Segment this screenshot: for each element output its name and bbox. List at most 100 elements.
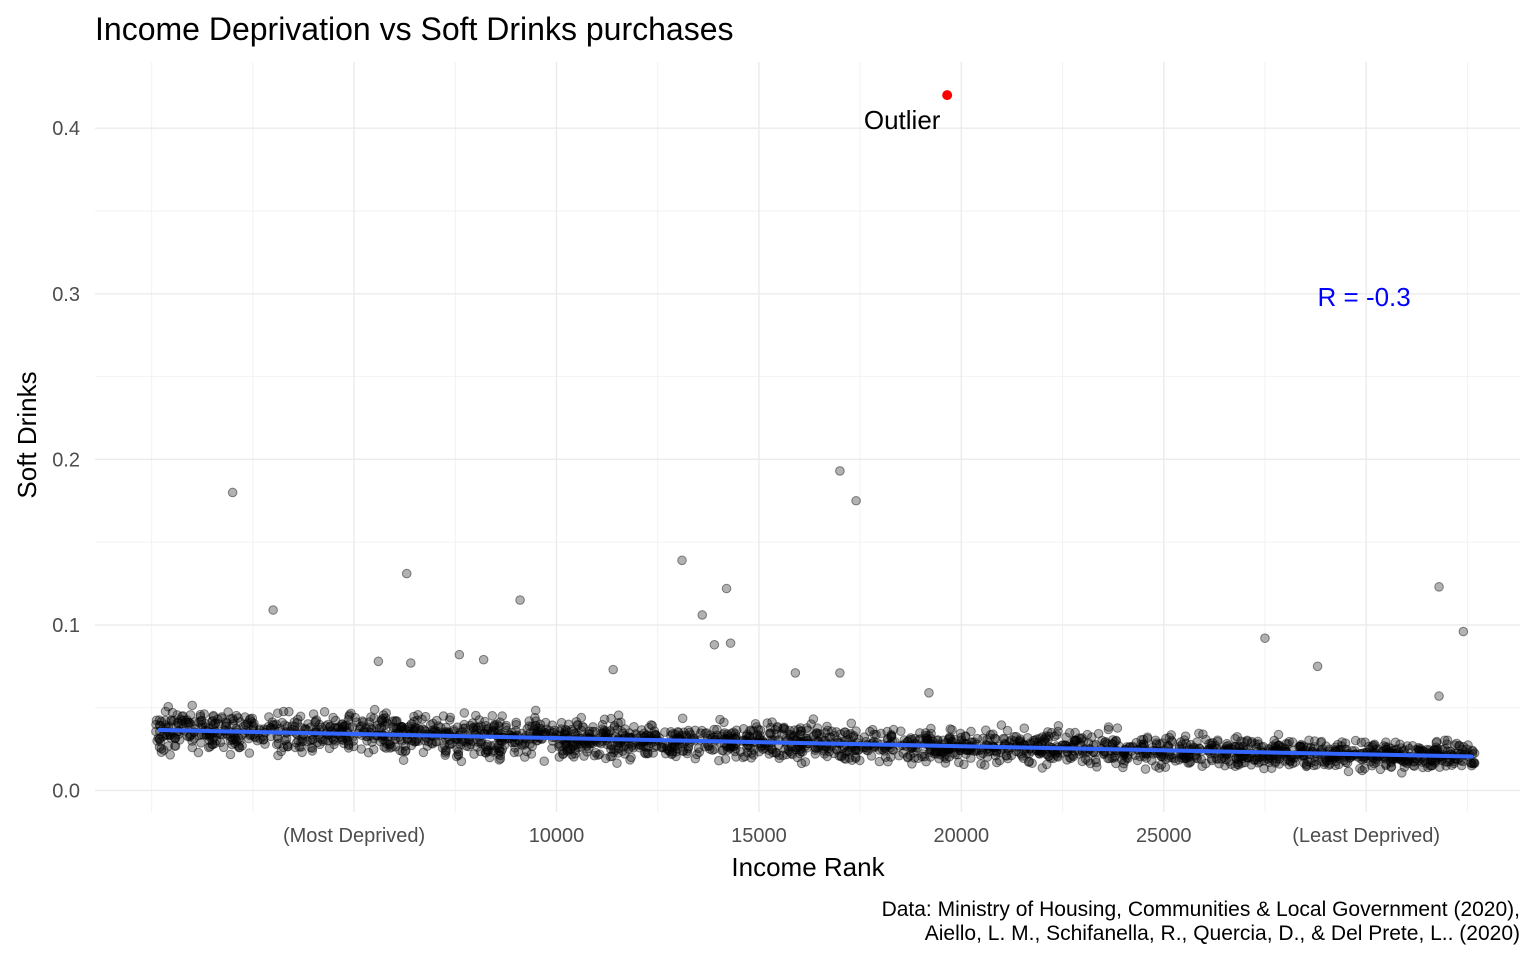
data-point	[398, 755, 409, 766]
data-point	[1294, 742, 1304, 752]
data-point	[1132, 755, 1143, 766]
data-point	[824, 746, 834, 757]
data-point	[1164, 732, 1175, 743]
data-point	[483, 745, 493, 755]
data-point	[1068, 751, 1079, 762]
y-tick-label: 0.1	[52, 615, 80, 637]
data-point	[1454, 741, 1464, 751]
data-point	[568, 740, 578, 751]
data-point	[886, 729, 897, 740]
data-point	[795, 729, 805, 740]
data-point	[494, 755, 504, 765]
data-point	[940, 758, 951, 768]
data-point	[1198, 729, 1208, 740]
data-point	[497, 744, 508, 755]
data-point	[448, 725, 459, 735]
data-point	[673, 727, 684, 738]
data-point	[755, 725, 766, 736]
data-point	[1381, 760, 1391, 771]
data-point	[172, 710, 182, 720]
data-point	[475, 746, 486, 757]
data-point	[355, 721, 366, 732]
data-point	[346, 708, 356, 719]
data-point	[1415, 743, 1426, 754]
data-point	[243, 733, 254, 744]
data-point	[319, 707, 330, 717]
data-point	[731, 725, 742, 736]
data-point	[1469, 758, 1480, 768]
data-point	[293, 735, 304, 746]
data-point	[1290, 757, 1300, 768]
data-point	[796, 758, 807, 769]
data-point	[644, 723, 654, 733]
data-point	[390, 716, 400, 726]
data-point	[410, 723, 421, 734]
data-point	[422, 741, 433, 751]
data-point	[620, 749, 630, 759]
data-point	[589, 750, 600, 761]
data-point	[1093, 728, 1104, 739]
data-point	[400, 746, 411, 757]
data-point	[1160, 762, 1171, 773]
data-point	[735, 747, 746, 757]
data-point	[1283, 739, 1293, 749]
data-point	[296, 742, 306, 752]
data-point	[520, 752, 530, 762]
data-point	[1301, 761, 1312, 772]
data-point	[1186, 739, 1196, 750]
data-point	[1150, 735, 1161, 746]
data-point	[454, 649, 465, 660]
data-point	[591, 748, 601, 758]
data-point	[1274, 740, 1284, 750]
data-point	[524, 716, 535, 726]
data-point	[1442, 735, 1453, 746]
data-point	[959, 759, 969, 770]
data-point	[578, 722, 589, 733]
data-point	[1325, 755, 1335, 765]
data-point	[1331, 756, 1341, 767]
data-point	[1437, 744, 1448, 755]
data-point	[268, 720, 278, 730]
data-point	[908, 748, 919, 758]
data-point	[1466, 758, 1476, 768]
data-point	[888, 724, 899, 735]
data-point	[267, 717, 278, 727]
data-point	[587, 726, 598, 737]
data-point	[700, 728, 711, 739]
data-point	[369, 704, 380, 715]
data-point	[1469, 758, 1479, 769]
data-point	[1015, 734, 1026, 744]
data-point	[207, 735, 218, 745]
data-point	[368, 744, 379, 755]
data-point	[1207, 755, 1217, 766]
data-point	[1450, 740, 1460, 750]
data-point	[1077, 756, 1088, 767]
data-point	[863, 745, 873, 756]
data-point	[1355, 763, 1365, 774]
data-point	[777, 729, 787, 740]
data-point	[1249, 755, 1260, 766]
y-tick-label: 0.0	[52, 780, 80, 802]
data-point	[613, 748, 624, 758]
data-point	[216, 713, 227, 724]
data-point	[1386, 757, 1396, 768]
data-point	[529, 725, 539, 735]
data-point	[258, 735, 269, 745]
data-point	[692, 749, 702, 760]
data-point	[280, 720, 290, 730]
data-point	[465, 720, 476, 731]
data-point	[495, 750, 506, 761]
data-point	[310, 716, 321, 727]
data-point	[1270, 756, 1281, 767]
data-point	[341, 720, 352, 731]
data-point	[871, 729, 881, 740]
data-point	[189, 733, 199, 744]
data-point	[401, 568, 412, 579]
data-point	[184, 717, 195, 728]
data-point	[1321, 756, 1332, 767]
data-point	[531, 716, 541, 726]
caption-line-2: Aiello, L. M., Schifanella, R., Quercia,…	[925, 922, 1520, 945]
data-point	[1083, 756, 1093, 766]
data-point	[915, 728, 925, 738]
